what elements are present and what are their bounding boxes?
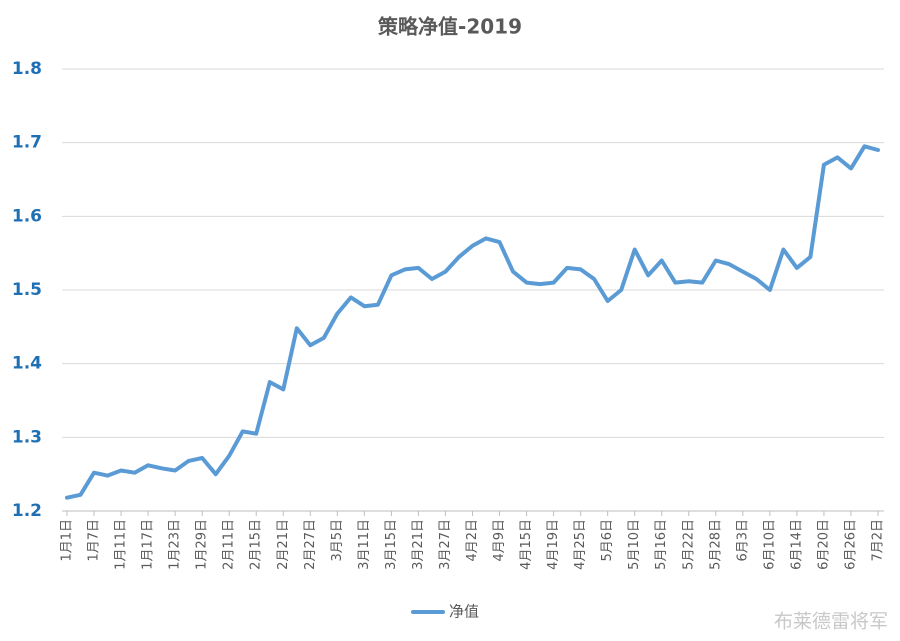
x-tick-label: 2月27日	[303, 519, 318, 570]
chart-title: 策略净值-2019	[378, 15, 522, 39]
x-tick-label: 7月2日	[871, 519, 886, 562]
x-tick-label: 3月27日	[438, 519, 453, 570]
watermark: 布莱德雷将军	[774, 611, 888, 633]
x-tick-label: 4月25日	[573, 519, 588, 570]
x-tick-label: 4月2日	[465, 519, 480, 562]
x-tick-label: 6月20日	[816, 519, 831, 570]
legend-label: 净值	[449, 603, 479, 621]
y-tick-label: 1.2	[12, 501, 42, 521]
x-tick-label: 6月10日	[762, 519, 777, 570]
x-tick-label: 4月19日	[546, 519, 561, 570]
y-tick-label: 1.8	[12, 59, 42, 79]
x-tick-label: 1月1日	[60, 519, 75, 562]
x-tick-label: 5月6日	[600, 519, 615, 562]
x-tick-label: 5月16日	[654, 519, 669, 570]
x-tick-label: 2月11日	[222, 519, 237, 570]
x-tick-label: 3月15日	[384, 519, 399, 570]
x-tick-label: 6月14日	[789, 519, 804, 570]
x-tick-label: 5月10日	[627, 519, 642, 570]
x-tick-label: 1月23日	[168, 519, 183, 570]
x-tick-label: 2月15日	[249, 519, 264, 570]
x-tick-label: 4月15日	[519, 519, 534, 570]
x-tick-label: 3月11日	[357, 519, 372, 570]
x-tick-label: 1月11日	[114, 519, 129, 570]
x-tick-label: 6月3日	[735, 519, 750, 562]
x-tick-label: 3月5日	[330, 519, 345, 562]
y-tick-label: 1.7	[12, 133, 42, 153]
x-tick-label: 6月26日	[843, 519, 858, 570]
y-tick-label: 1.5	[12, 280, 42, 300]
x-tick-label: 4月9日	[492, 519, 507, 562]
y-tick-label: 1.3	[12, 427, 42, 447]
x-tick-label: 1月29日	[195, 519, 210, 570]
x-tick-label: 3月21日	[411, 519, 426, 570]
y-tick-label: 1.4	[12, 354, 42, 374]
x-tick-label: 1月7日	[87, 519, 102, 562]
series-line	[65, 144, 880, 500]
y-tick-label: 1.6	[12, 206, 42, 226]
x-tick-label: 5月22日	[681, 519, 696, 570]
x-tick-label: 5月28日	[708, 519, 723, 570]
x-tick-label: 2月21日	[276, 519, 291, 570]
x-tick-label: 1月17日	[141, 519, 156, 570]
